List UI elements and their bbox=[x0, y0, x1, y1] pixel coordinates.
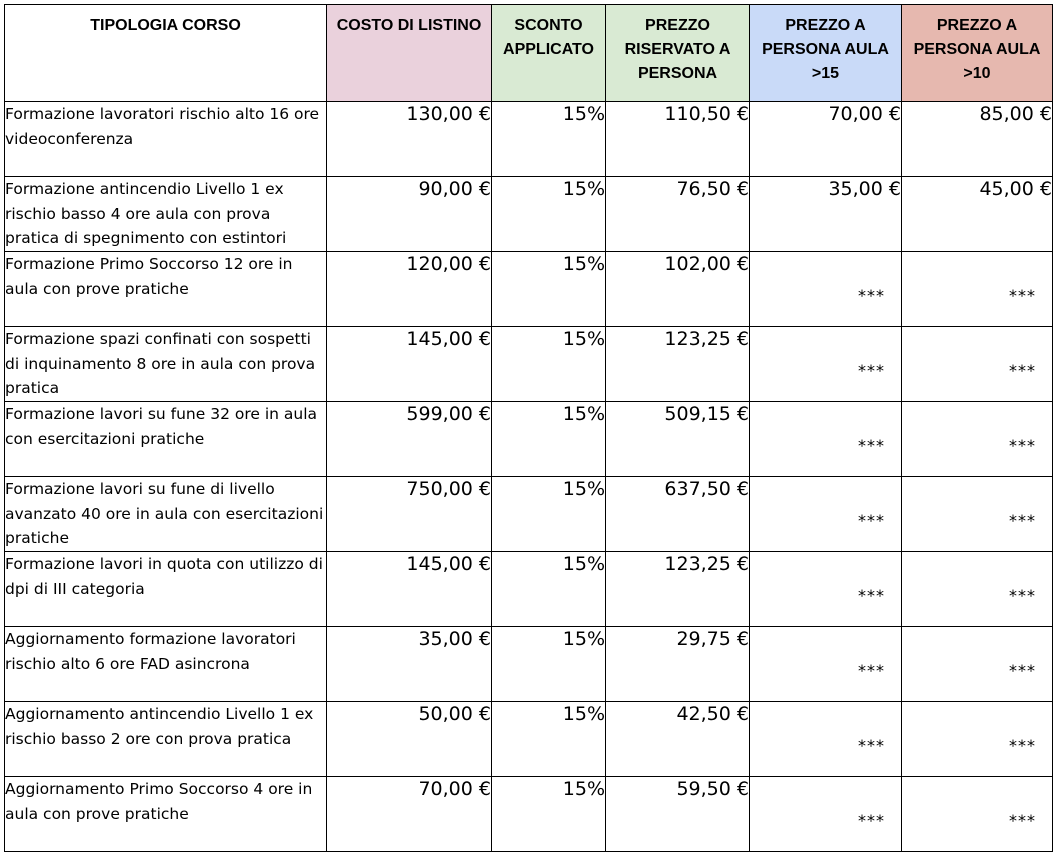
price-over-10-unavailable: *** bbox=[901, 626, 1053, 702]
table-row: Formazione lavoratori rischio alto 16 or… bbox=[4, 101, 1053, 177]
unavailable-marker: *** bbox=[858, 811, 885, 830]
reserved-price: 123,25 € bbox=[605, 551, 750, 627]
list-price: 145,00 € bbox=[326, 326, 492, 402]
discount: 15% bbox=[491, 776, 606, 852]
discount: 15% bbox=[491, 101, 606, 177]
table-row: Formazione antincendio Livello 1 ex risc… bbox=[4, 176, 1053, 252]
header-row: TIPOLOGIA CORSO COSTO DI LISTINO SCONTO … bbox=[4, 4, 1053, 102]
list-price: 120,00 € bbox=[326, 251, 492, 327]
price-over-15: 70,00 € bbox=[749, 101, 902, 177]
discount: 15% bbox=[491, 326, 606, 402]
header-price-over-10: PREZZO A PERSONA AULA >10 bbox=[901, 4, 1053, 102]
course-name: Aggiornamento Primo Soccorso 4 ore in au… bbox=[4, 776, 327, 852]
discount: 15% bbox=[491, 476, 606, 552]
reserved-price: 509,15 € bbox=[605, 401, 750, 477]
price-over-15-unavailable: *** bbox=[749, 251, 902, 327]
course-name: Formazione lavori in quota con utilizzo … bbox=[4, 551, 327, 627]
price-over-15-unavailable: *** bbox=[749, 476, 902, 552]
unavailable-marker: *** bbox=[858, 661, 885, 680]
unavailable-marker: *** bbox=[858, 286, 885, 305]
discount: 15% bbox=[491, 626, 606, 702]
price-over-15-unavailable: *** bbox=[749, 776, 902, 852]
reserved-price: 123,25 € bbox=[605, 326, 750, 402]
reserved-price: 102,00 € bbox=[605, 251, 750, 327]
list-price: 90,00 € bbox=[326, 176, 492, 252]
unavailable-marker: *** bbox=[858, 586, 885, 605]
course-name: Formazione lavori su fune di livello ava… bbox=[4, 476, 327, 552]
price-over-10-unavailable: *** bbox=[901, 701, 1053, 777]
table-row: Aggiornamento Primo Soccorso 4 ore in au… bbox=[4, 776, 1053, 852]
header-reserved-price: PREZZO RISERVATO A PERSONA bbox=[605, 4, 750, 102]
price-over-10-unavailable: *** bbox=[901, 776, 1053, 852]
unavailable-marker: *** bbox=[858, 511, 885, 530]
course-name: Formazione lavoratori rischio alto 16 or… bbox=[4, 101, 327, 177]
course-name: Formazione lavori su fune 32 ore in aula… bbox=[4, 401, 327, 477]
price-over-15-unavailable: *** bbox=[749, 551, 902, 627]
unavailable-marker: *** bbox=[1009, 511, 1036, 530]
header-price-over-15: PREZZO A PERSONA AULA >15 bbox=[749, 4, 902, 102]
price-over-15: 35,00 € bbox=[749, 176, 902, 252]
discount: 15% bbox=[491, 701, 606, 777]
header-course: TIPOLOGIA CORSO bbox=[4, 4, 327, 102]
course-name: Formazione spazi confinati con sospetti … bbox=[4, 326, 327, 402]
reserved-price: 59,50 € bbox=[605, 776, 750, 852]
course-name: Aggiornamento antincendio Livello 1 ex r… bbox=[4, 701, 327, 777]
price-over-10: 45,00 € bbox=[901, 176, 1053, 252]
price-over-10-unavailable: *** bbox=[901, 251, 1053, 327]
table-row: Formazione lavori in quota con utilizzo … bbox=[4, 551, 1053, 627]
price-over-15-unavailable: *** bbox=[749, 326, 902, 402]
course-name: Formazione antincendio Livello 1 ex risc… bbox=[4, 176, 327, 252]
reserved-price: 76,50 € bbox=[605, 176, 750, 252]
unavailable-marker: *** bbox=[1009, 436, 1036, 455]
unavailable-marker: *** bbox=[1009, 661, 1036, 680]
discount: 15% bbox=[491, 401, 606, 477]
price-over-10-unavailable: *** bbox=[901, 476, 1053, 552]
price-over-10: 85,00 € bbox=[901, 101, 1053, 177]
unavailable-marker: *** bbox=[858, 736, 885, 755]
price-over-15-unavailable: *** bbox=[749, 701, 902, 777]
table-body: Formazione lavoratori rischio alto 16 or… bbox=[4, 101, 1053, 852]
list-price: 599,00 € bbox=[326, 401, 492, 477]
unavailable-marker: *** bbox=[858, 361, 885, 380]
unavailable-marker: *** bbox=[1009, 286, 1036, 305]
discount: 15% bbox=[491, 176, 606, 252]
table-row: Aggiornamento antincendio Livello 1 ex r… bbox=[4, 701, 1053, 777]
discount: 15% bbox=[491, 551, 606, 627]
reserved-price: 110,50 € bbox=[605, 101, 750, 177]
course-price-table: TIPOLOGIA CORSO COSTO DI LISTINO SCONTO … bbox=[4, 4, 1053, 852]
reserved-price: 637,50 € bbox=[605, 476, 750, 552]
unavailable-marker: *** bbox=[1009, 736, 1036, 755]
table-row: Formazione spazi confinati con sospetti … bbox=[4, 326, 1053, 402]
unavailable-marker: *** bbox=[858, 436, 885, 455]
table-row: Formazione lavori su fune 32 ore in aula… bbox=[4, 401, 1053, 477]
table-row: Formazione Primo Soccorso 12 ore in aula… bbox=[4, 251, 1053, 327]
list-price: 70,00 € bbox=[326, 776, 492, 852]
price-over-10-unavailable: *** bbox=[901, 326, 1053, 402]
course-name: Aggiornamento formazione lavoratori risc… bbox=[4, 626, 327, 702]
list-price: 50,00 € bbox=[326, 701, 492, 777]
header-discount: SCONTO APPLICATO bbox=[491, 4, 606, 102]
table-row: Aggiornamento formazione lavoratori risc… bbox=[4, 626, 1053, 702]
table-row: Formazione lavori su fune di livello ava… bbox=[4, 476, 1053, 552]
price-over-10-unavailable: *** bbox=[901, 551, 1053, 627]
list-price: 130,00 € bbox=[326, 101, 492, 177]
list-price: 145,00 € bbox=[326, 551, 492, 627]
header-list-price: COSTO DI LISTINO bbox=[326, 4, 492, 102]
price-over-10-unavailable: *** bbox=[901, 401, 1053, 477]
list-price: 750,00 € bbox=[326, 476, 492, 552]
list-price: 35,00 € bbox=[326, 626, 492, 702]
unavailable-marker: *** bbox=[1009, 586, 1036, 605]
price-over-15-unavailable: *** bbox=[749, 626, 902, 702]
unavailable-marker: *** bbox=[1009, 361, 1036, 380]
reserved-price: 29,75 € bbox=[605, 626, 750, 702]
unavailable-marker: *** bbox=[1009, 811, 1036, 830]
course-name: Formazione Primo Soccorso 12 ore in aula… bbox=[4, 251, 327, 327]
discount: 15% bbox=[491, 251, 606, 327]
price-over-15-unavailable: *** bbox=[749, 401, 902, 477]
reserved-price: 42,50 € bbox=[605, 701, 750, 777]
